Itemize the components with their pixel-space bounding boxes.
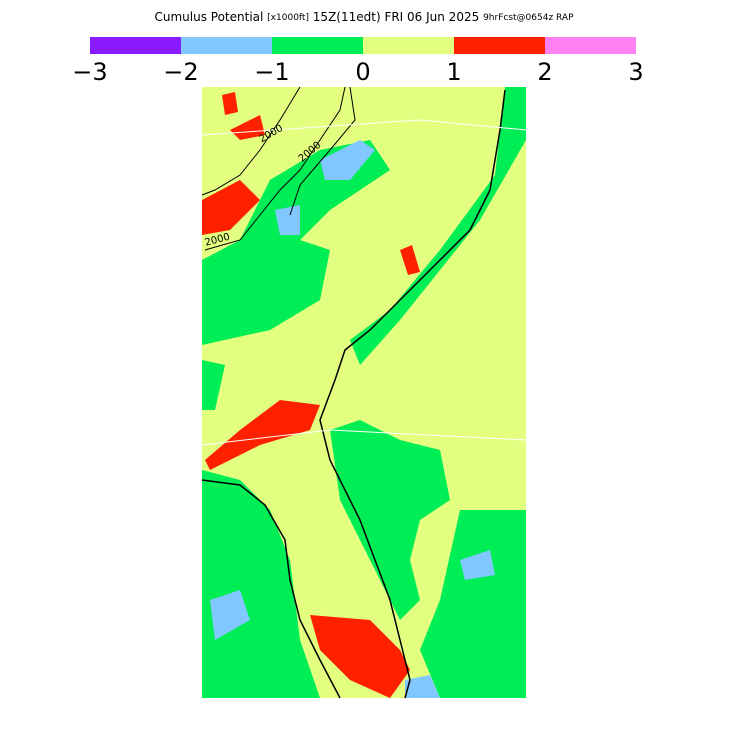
area: [330, 420, 450, 620]
area: [210, 590, 250, 640]
colorbar-label: 0: [355, 58, 370, 86]
area: [420, 510, 526, 698]
area: [230, 115, 265, 140]
area: [460, 550, 495, 580]
colorbar-label: −3: [72, 58, 107, 86]
colorbar-segment: [272, 37, 363, 54]
colorbar-label: 2: [537, 58, 552, 86]
title: Cumulus Potential: [154, 10, 263, 24]
title-line: Cumulus Potential [x1000ft] 15Z(11edt) F…: [154, 10, 574, 24]
model: 9hrFcst@0654z RAP: [483, 13, 574, 23]
colorbar-segment: [90, 37, 181, 54]
contour: [204, 86, 346, 251]
area: [275, 205, 300, 235]
area: [310, 615, 410, 698]
area: [400, 245, 420, 275]
valid-time: 15Z(11edt) FRI 06 Jun 2025: [313, 10, 479, 24]
colorbar-segment: [454, 37, 545, 54]
area: [350, 87, 526, 365]
colorbar-label: 1: [446, 58, 461, 86]
coastline: [201, 479, 341, 699]
colorbar-label: −2: [163, 58, 198, 86]
state-border: [201, 429, 527, 446]
colorbar-segment: [181, 37, 272, 54]
area: [202, 180, 260, 235]
contour: [201, 86, 301, 196]
units: [x1000ft]: [267, 13, 309, 23]
area: [320, 140, 375, 180]
colorbar-label: 3: [628, 58, 643, 86]
colorbar-label: −1: [254, 58, 289, 86]
green-areas: [202, 87, 526, 698]
area: [405, 675, 440, 698]
area: [222, 92, 238, 115]
area: [202, 360, 225, 410]
state-border: [201, 119, 527, 136]
blue-areas: [210, 140, 495, 698]
coastline: [319, 89, 506, 699]
colorbar: −3 −2 −1 0 1 2 3: [72, 37, 644, 86]
map: 2000 2000 2000: [201, 86, 527, 699]
contour: [289, 86, 356, 216]
area: [205, 400, 320, 470]
colorbar-segment: [363, 37, 454, 54]
area: [202, 470, 320, 698]
area: [202, 140, 390, 345]
red-areas: [202, 92, 420, 698]
colorbar-segment: [545, 37, 636, 54]
